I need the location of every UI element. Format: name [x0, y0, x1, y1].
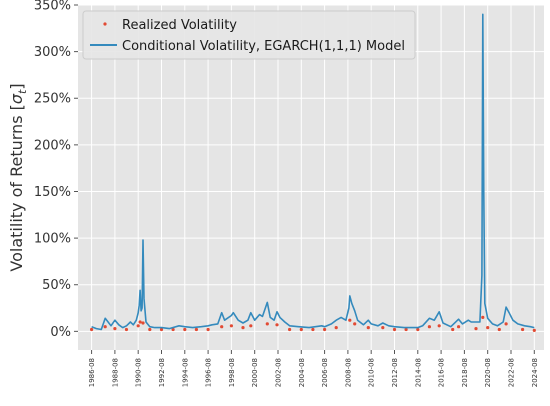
- realized-volatility-point: [532, 328, 536, 332]
- x-tick-label: 2010-08: [368, 358, 376, 387]
- y-tick-label: 50%: [42, 278, 71, 293]
- realized-volatility-point: [381, 326, 385, 330]
- legend-label-conditional: Conditional Volatility, EGARCH(1,1,1) Mo…: [122, 39, 405, 54]
- realized-volatility-point: [521, 327, 525, 332]
- conditional-volatility-series: [91, 13, 535, 331]
- y-tick-label: 200%: [34, 138, 71, 153]
- realized-volatility-point: [206, 327, 210, 332]
- legend: Realized Volatility Conditional Volatili…: [82, 10, 416, 60]
- y-tick-label: 300%: [34, 45, 71, 60]
- grid-lines: [78, 4, 544, 350]
- legend-marker-realized: [103, 22, 107, 26]
- x-tick-label: 2000-08: [251, 358, 259, 387]
- realized-volatility-point: [348, 318, 352, 322]
- plot-area: [78, 5, 544, 350]
- x-tick-label: 2002-08: [274, 358, 282, 387]
- x-tick-label: 1994-08: [181, 358, 189, 387]
- conditional-volatility-line: [91, 13, 535, 331]
- realized-volatility-point: [427, 325, 431, 329]
- x-tick-label: 2012-08: [391, 358, 399, 387]
- y-tick-label: 100%: [34, 232, 71, 247]
- realized-volatility-point: [457, 325, 461, 329]
- x-tick-label: 1986-08: [88, 358, 96, 387]
- realized-volatility-point: [404, 327, 408, 332]
- realized-volatility-point: [183, 327, 187, 332]
- realized-volatility-point: [249, 324, 253, 328]
- realized-volatility-point: [392, 327, 397, 332]
- realized-volatility-point: [159, 327, 164, 332]
- realized-volatility-point: [366, 326, 370, 330]
- y-tick-label: 350%: [34, 0, 71, 14]
- realized-volatility-point: [323, 327, 327, 332]
- realized-volatility-point: [90, 327, 94, 332]
- realized-volatility-point: [148, 327, 152, 332]
- x-tick-label: 1988-08: [111, 358, 119, 387]
- y-tick-label: 250%: [34, 92, 71, 107]
- x-tick-label: 2014-08: [414, 358, 422, 387]
- realized-volatility-point: [334, 326, 338, 330]
- realized-volatility-point: [481, 315, 485, 319]
- realized-volatility-point: [451, 327, 455, 332]
- realized-volatility-point: [171, 327, 175, 332]
- realized-volatility-point: [113, 327, 117, 331]
- realized-volatility-point: [288, 327, 292, 332]
- realized-volatility-point: [311, 327, 315, 332]
- x-axis-ticks: 1986-08 1988-08 1990-08 1992-08 1994-08 1996-…: [88, 350, 539, 387]
- realized-volatility-point: [220, 325, 224, 329]
- realized-volatility-point: [474, 327, 478, 331]
- x-tick-label: 2004-08: [298, 358, 306, 387]
- legend-box: [82, 10, 416, 60]
- x-tick-label: 1998-08: [228, 358, 236, 387]
- realized-volatility-point: [504, 322, 508, 326]
- y-tick-label: 0%: [50, 325, 71, 340]
- realized-volatility-point: [353, 322, 357, 326]
- realized-volatility-point: [299, 327, 303, 332]
- x-tick-label: 2022-08: [507, 358, 515, 387]
- realized-volatility-point: [138, 320, 142, 324]
- realized-volatility-point: [416, 327, 420, 332]
- realized-volatility-point: [136, 324, 140, 328]
- x-tick-label: 2016-08: [438, 358, 446, 387]
- x-tick-label: 2020-08: [484, 358, 492, 387]
- y-axis-label: Volatility of Returns [σt]: [7, 83, 29, 271]
- realized-volatility-point: [103, 325, 107, 329]
- realized-volatility-point: [241, 326, 245, 330]
- x-tick-label: 2024-08: [531, 358, 539, 387]
- x-tick-label: 2006-08: [321, 358, 329, 387]
- x-tick-label: 1996-08: [205, 358, 213, 387]
- legend-label-realized: Realized Volatility: [122, 18, 237, 33]
- realized-volatility-point: [194, 327, 198, 332]
- y-tick-label: 150%: [34, 185, 71, 200]
- realized-volatility-point: [497, 327, 501, 332]
- realized-volatility-point: [124, 327, 129, 332]
- x-tick-label: 1992-08: [158, 358, 166, 387]
- realized-volatility-point: [265, 322, 269, 326]
- x-tick-label: 2008-08: [344, 358, 352, 387]
- realized-volatility-series: [90, 315, 536, 332]
- realized-volatility-point: [437, 324, 441, 328]
- x-tick-label: 2018-08: [461, 358, 469, 387]
- x-tick-label: 1990-08: [135, 358, 143, 387]
- realized-volatility-point: [275, 323, 279, 327]
- realized-volatility-point: [141, 321, 145, 325]
- realized-volatility-point: [486, 326, 490, 330]
- realized-volatility-point: [229, 324, 233, 328]
- y-axis-ticks: 0% 50% 100% 150% 200% 250% 300% 350%: [34, 0, 78, 340]
